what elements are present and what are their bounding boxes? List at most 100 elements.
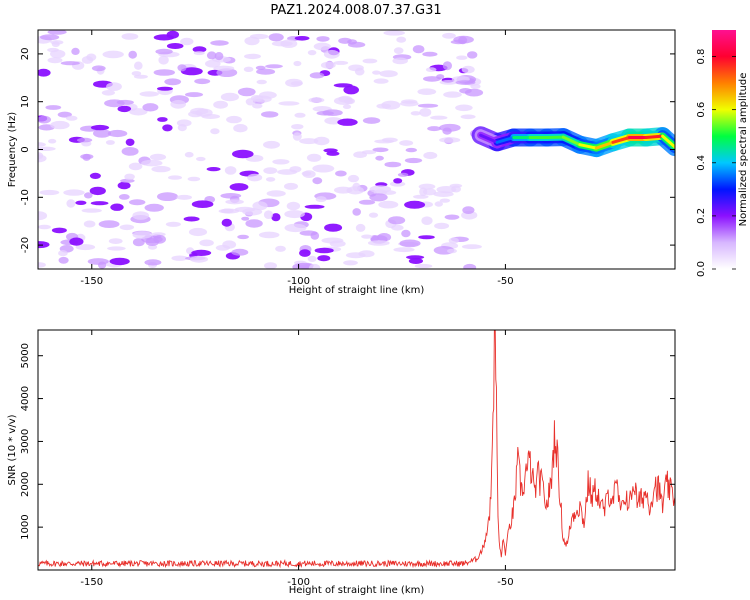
colorbar-ticks: 0.0 0.2 0.4 0.6 0.8 [696,49,736,277]
heatmap-cell [470,84,481,89]
heatmap-cell [307,50,317,56]
heatmap-cell [117,105,132,113]
heatmap-cell [252,103,263,109]
heatmap-cell [447,248,457,254]
heatmap-cell [237,234,250,240]
heatmap-cell [38,68,51,77]
heatmap-cell [312,177,323,185]
heatmap-cell [455,80,476,85]
heatmap-cell [292,262,314,269]
heatmap-cell [430,115,448,120]
heatmap-cell [139,91,159,97]
heatmap-cell [425,67,437,73]
heatmap-cell [314,247,334,254]
heatmap-cell [320,61,336,69]
heatmap-cell [460,114,476,120]
heatmap-cell [393,178,403,184]
heatmap-cell [258,231,280,239]
spectrogram-y-axis-label: Frequency (Hz) [7,112,18,188]
heatmap-cell [338,95,353,103]
heatmap-cell [347,174,360,183]
heatmap-cell [439,137,461,143]
heatmap-cell [232,149,254,159]
heatmap-cell [199,239,214,247]
heatmap-cell [291,124,304,130]
heatmap-cell [187,176,201,182]
y-tick-label: 10 [20,95,31,108]
heatmap-cell [367,240,390,246]
heatmap-cell [171,255,188,261]
heatmap-cell [101,90,115,96]
heatmap-cell [343,85,360,95]
heatmap-cell [352,208,362,216]
heatmap-cell [47,57,63,64]
heatmap-cell [304,204,325,209]
heatmap-cell [51,227,67,234]
heatmap-cell [164,78,182,86]
heatmap-cell [284,223,307,233]
heatmap-cell [462,206,475,215]
heatmap-cell [237,87,256,97]
heatmap-cell [213,100,229,109]
heatmap-cell [107,246,126,251]
heatmap-cell [312,164,335,173]
heatmap-cell [210,40,229,46]
heatmap-cell [90,201,109,206]
heatmap-cell [194,78,211,85]
heatmap-cell [142,103,159,112]
heatmap-cell [448,237,459,244]
signal-track-segment [495,136,516,144]
heatmap-cell [343,260,358,266]
heatmap-cell [47,47,59,53]
snr-series-line [38,330,675,569]
heatmap-cell [151,165,171,173]
heatmap-cell [461,65,475,74]
heatmap-cell [271,213,281,222]
heatmap-cell [335,170,347,177]
heatmap-cell [60,61,80,66]
heatmap-cell [444,214,460,220]
colorbar-tick-label: 0.6 [696,102,707,118]
heatmap-cell [464,88,484,97]
heatmap-cell [358,199,376,205]
heatmap-cell [106,82,122,91]
heatmap-cell [82,153,91,161]
signal-track-segment [578,143,598,150]
heatmap-cell [265,177,276,182]
heatmap-cell [353,151,367,158]
heatmap-cell [467,51,478,59]
heatmap-cell [352,182,361,192]
heatmap-cell [144,203,164,212]
heatmap-cell [221,218,232,227]
colorbar-tick-label: 0.4 [696,155,707,171]
heatmap-cell [268,33,284,42]
heatmap-cell [261,111,279,118]
heatmap-cell [289,166,302,173]
heatmap-cell [423,151,438,160]
heatmap-cell [149,153,167,161]
snr-ticks: -150 -100 -50 1000 2000 3000 4000 5000 [20,330,675,588]
heatmap-cell [180,37,194,46]
heatmap-cell [256,79,267,85]
heatmap-cell [388,216,406,225]
heatmap-cell [75,244,96,251]
heatmap-cell [144,259,162,266]
heatmap-cell [244,53,261,60]
heatmap-cell [382,137,398,143]
heatmap-cell [290,81,303,86]
heatmap-cell [231,248,249,256]
heatmap-cell [442,61,452,71]
heatmap-cell [299,249,311,257]
heatmap-cell [278,101,300,106]
colorbar-label: Normalized spectral amplitude [738,73,749,227]
signal-track-segment [479,133,499,144]
heatmap-cell [384,161,402,168]
heatmap-cell [222,240,237,249]
heatmap-cell [191,200,214,208]
heatmap-cell [342,104,352,109]
heatmap-cell [313,42,331,51]
heatmap-cell [329,240,346,247]
heatmap-cell [69,237,84,246]
